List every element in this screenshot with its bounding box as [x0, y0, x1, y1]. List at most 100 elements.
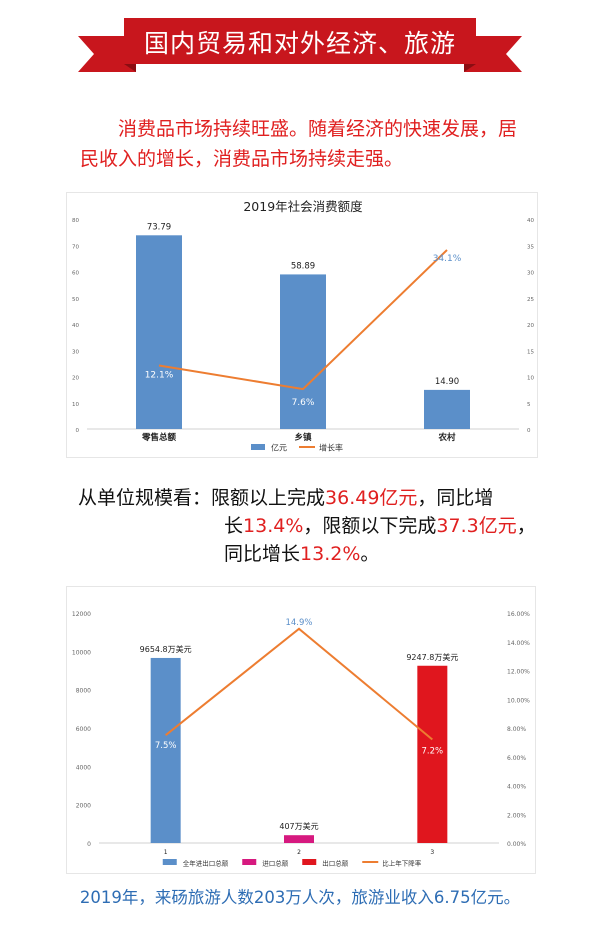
category-label: 农村: [437, 432, 456, 443]
legend-label: 增长率: [319, 443, 343, 453]
growth-line: [158, 249, 448, 391]
bar: [284, 835, 314, 843]
line-value-label: 12.1%: [145, 370, 174, 380]
bar-value-label: 9654.8万美元: [140, 644, 192, 654]
intro-indent: [80, 118, 118, 140]
ribbon-right-fold: [464, 64, 476, 72]
y-right-tick-label: 6.00%: [507, 755, 526, 762]
unit-scale-line-1: 从单位规模看：限额以上完成36.49亿元，同比增: [78, 484, 548, 512]
bar-value-label: 73.79: [147, 222, 171, 232]
y-left-tick-label: 60: [72, 271, 79, 277]
header-banner: 国内贸易和对外经济、旅游: [78, 14, 522, 74]
bar: [150, 657, 181, 843]
y-left-tick-label: 50: [72, 297, 79, 303]
legend-label: 出口总额: [322, 859, 349, 868]
unit-line2-value2: 37.3亿元: [436, 515, 517, 537]
line-value-label: 14.9%: [285, 618, 312, 628]
y-left-tick-label: 10000: [72, 649, 91, 656]
y-left-tick-label: 10: [72, 402, 79, 408]
y-left-tick-label: 6000: [76, 726, 91, 733]
ribbon-right-tail: [464, 36, 522, 72]
line-value-label: 7.2%: [422, 747, 444, 757]
category-label: 3: [430, 849, 434, 856]
y-right-tick-label: 20: [527, 323, 534, 329]
bar-value-label: 58.89: [291, 261, 315, 271]
banner-ribbon: [78, 18, 522, 72]
unit-line2-suffix: ，: [516, 515, 536, 537]
y-right-tick-label: 35: [527, 244, 534, 250]
y-left-tick-label: 70: [72, 244, 79, 250]
y-left-tick-label: 2000: [76, 803, 91, 810]
legend-swatch: [162, 859, 177, 865]
y-right-tick-label: 8.00%: [507, 726, 526, 733]
intro-text: 消费品市场持续旺盛。随着经济的快速发展，居民收入的增长，消费品市场持续走强。: [80, 118, 518, 170]
bar: [424, 389, 470, 429]
line-value-label: 34.1%: [433, 254, 462, 264]
ribbon-band: [124, 18, 476, 64]
unit-line1-mid: ，同比增: [417, 487, 494, 509]
legend-label: 进口总额: [262, 859, 289, 868]
consumption-chart-svg: 2019年社会消费额度 0 10 20 30 40 50 60 70 80 0 5 10 15 20 25 30…: [72, 199, 534, 453]
y-left-tick-label: 0: [87, 841, 91, 848]
y-right-tick-label: 5: [527, 402, 531, 408]
unit-line1-prefix: 从单位规模看：限额以上完成: [78, 487, 326, 509]
page-title: 国内贸易和对外经济、旅游: [143, 29, 456, 58]
y-left-tick-label: 40: [72, 323, 79, 329]
y-right-tick-label: 12.00%: [507, 669, 530, 676]
trade-chart-svg: 0 2000 4000 6000 8000 10000 12000 0.00% 2.00% 4.0…: [72, 611, 530, 868]
y-right-tick-label: 30: [527, 271, 534, 277]
unit-line3-prefix: 同比增长: [224, 543, 301, 565]
y-right-tick-label: 0: [527, 428, 531, 434]
y-left-tick-label: 12000: [72, 611, 91, 618]
unit-line1-value: 36.49亿元: [325, 487, 418, 509]
tourism-summary: 2019年，来砀旅游人数203万人次，旅游业收入6.75亿元。: [79, 888, 521, 907]
category-label: 1: [164, 849, 168, 856]
legend-swatch: [302, 859, 317, 865]
y-right-tick-label: 10: [527, 376, 534, 382]
bar-value-label: 14.90: [435, 377, 459, 387]
y-left-tick-label: 8000: [76, 688, 91, 695]
legend-label: 亿元: [271, 443, 287, 453]
category-label: 乡镇: [294, 432, 312, 443]
y-right-tick-label: 15: [527, 349, 534, 355]
y-left-tick-label: 30: [72, 349, 79, 355]
intro-paragraph: 消费品市场持续旺盛。随着经济的快速发展，居民收入的增长，消费品市场持续走强。: [80, 114, 530, 174]
line-value-label: 7.6%: [292, 398, 315, 408]
bar: [136, 235, 182, 429]
ribbon-left-fold: [124, 64, 136, 72]
consumption-chart: 2019年社会消费额度 0 10 20 30 40 50 60 70 80 0 5 10 15 20 25 30…: [66, 192, 538, 458]
legend-label: 比上年下降率: [382, 859, 422, 868]
unit-scale-line-2: 长13.4%，限额以下完成37.3亿元，: [78, 512, 548, 540]
y-right-tick-label: 25: [527, 297, 534, 303]
bar-value-label: 407万美元: [279, 821, 318, 831]
bar: [417, 665, 448, 843]
y-left-tick-label: 4000: [76, 764, 91, 771]
unit-line2-value1: 13.4%: [243, 515, 304, 537]
line-value-label: 7.5%: [155, 741, 177, 751]
y-left-tick-label: 20: [72, 376, 79, 382]
unit-line2-prefix: 长: [224, 515, 244, 537]
unit-scale-line-3: 同比增长13.2%。: [78, 540, 548, 568]
legend-swatch: [242, 859, 257, 865]
legend-label: 全年进出口总额: [183, 859, 229, 868]
y-right-tick-label: 2.00%: [507, 812, 526, 819]
y-right-tick-label: 0.00%: [507, 841, 526, 848]
y-right-tick-label: 16.00%: [507, 611, 530, 618]
unit-scale-text: 从单位规模看：限额以上完成36.49亿元，同比增 长13.4%，限额以下完成37…: [78, 484, 548, 568]
trade-chart: 0 2000 4000 6000 8000 10000 12000 0.00% 2.00% 4.0…: [66, 586, 536, 874]
ribbon-left-tail: [78, 36, 136, 72]
unit-line3-suffix: 。: [360, 543, 380, 565]
growth-line: [165, 627, 433, 741]
unit-line2-mid: ，限额以下完成: [303, 515, 437, 537]
y-right-tick-label: 4.00%: [507, 784, 526, 791]
legend-swatch: [251, 444, 265, 450]
category-label: 零售总额: [141, 432, 177, 443]
y-left-tick-label: 0: [76, 428, 80, 434]
y-right-tick-label: 14.00%: [507, 640, 530, 647]
chart-title: 2019年社会消费额度: [243, 199, 363, 214]
bar-value-label: 9247.8万美元: [406, 652, 458, 662]
y-right-tick-label: 10.00%: [507, 697, 530, 704]
unit-line3-value: 13.2%: [300, 543, 361, 565]
y-right-tick-label: 40: [527, 218, 534, 224]
y-left-tick-label: 80: [72, 218, 79, 224]
